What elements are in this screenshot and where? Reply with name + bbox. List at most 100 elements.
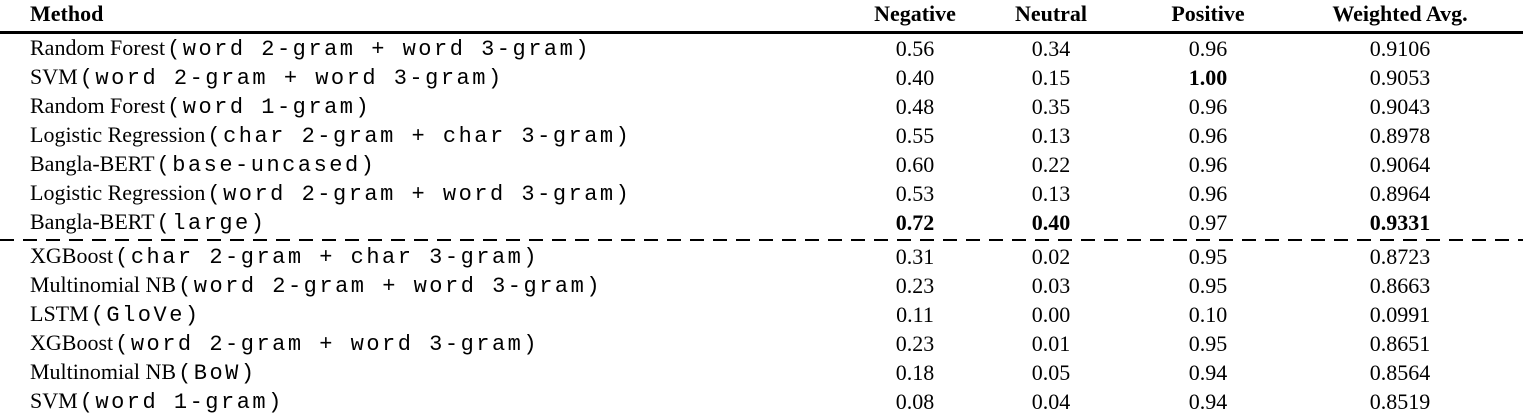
- cell-positive: 0.94: [1188, 360, 1228, 385]
- section-divider-row: [0, 237, 1523, 242]
- table-row: SVM(word 1-gram) 0.08 0.04 0.94 0.8519: [0, 387, 1523, 416]
- method-name: XGBoost: [30, 330, 114, 355]
- cell-positive: 0.96: [1188, 152, 1228, 177]
- cell-neutral: 0.02: [1031, 244, 1071, 269]
- cell-neutral: 0.05: [1031, 360, 1071, 385]
- method-spec: (char 2-gram + char 3-gram): [207, 124, 632, 149]
- cell-weighted-avg: 0.0991: [1369, 302, 1431, 327]
- cell-neutral: 0.13: [1031, 123, 1071, 148]
- table-header: Method Negative Neutral Positive Weighte…: [0, 0, 1523, 34]
- method-spec: (large): [156, 211, 267, 236]
- cell-neutral: 0.22: [1031, 152, 1071, 177]
- cell-negative: 0.56: [895, 36, 935, 61]
- cell-method: XGBoost(word 2-gram + word 3-gram): [0, 329, 867, 358]
- method-spec: (word 1-gram): [167, 95, 372, 120]
- cell-negative: 0.53: [895, 181, 935, 206]
- cell-negative: 0.08: [895, 389, 935, 414]
- cell-method: Bangla-BERT(large): [0, 208, 867, 237]
- cell-weighted-avg: 0.9106: [1369, 36, 1431, 61]
- method-spec: (GloVe): [90, 303, 201, 328]
- cell-negative: 0.18: [895, 360, 935, 385]
- cell-negative: 0.60: [895, 152, 935, 177]
- cell-weighted-avg: 0.9043: [1369, 94, 1431, 119]
- cell-negative: 0.48: [895, 94, 935, 119]
- method-name: Multinomial NB: [30, 272, 177, 297]
- cell-method: SVM(word 2-gram + word 3-gram): [0, 63, 867, 92]
- cell-method: XGBoost(char 2-gram + char 3-gram): [0, 242, 867, 271]
- method-name: XGBoost: [30, 243, 114, 268]
- table-row: XGBoost(char 2-gram + char 3-gram) 0.31 …: [0, 242, 1523, 271]
- table-row: Multinomial NB(word 2-gram + word 3-gram…: [0, 271, 1523, 300]
- method-spec: (word 2-gram + word 3-gram): [115, 332, 540, 357]
- method-name: Bangla-BERT: [30, 209, 155, 234]
- cell-negative: 0.11: [896, 302, 934, 327]
- cell-negative: 0.23: [895, 273, 935, 298]
- cell-negative: 0.55: [895, 123, 935, 148]
- table-row: Logistic Regression(char 2-gram + char 3…: [0, 121, 1523, 150]
- column-header-neutral: Neutral: [963, 0, 1139, 34]
- cell-positive: 0.96: [1188, 36, 1228, 61]
- column-header-negative: Negative: [867, 0, 963, 34]
- cell-method: Multinomial NB(word 2-gram + word 3-gram…: [0, 271, 867, 300]
- table-row: Multinomial NB(BoW) 0.18 0.05 0.94 0.856…: [0, 358, 1523, 387]
- cell-positive: 0.95: [1188, 331, 1228, 356]
- column-header-positive: Positive: [1139, 0, 1277, 34]
- cell-positive: 0.97: [1188, 210, 1228, 235]
- header-row: Method Negative Neutral Positive Weighte…: [0, 0, 1523, 34]
- column-header-method: Method: [0, 0, 867, 34]
- cell-method: Random Forest(word 1-gram): [0, 92, 867, 121]
- table-row: Random Forest(word 2-gram + word 3-gram)…: [0, 33, 1523, 64]
- method-spec: (base-uncased): [156, 153, 377, 178]
- cell-weighted-avg: 0.8723: [1369, 244, 1431, 269]
- method-name: LSTM: [30, 301, 89, 326]
- cell-weighted-avg: 0.9053: [1369, 65, 1431, 90]
- cell-weighted-avg: 0.9331: [1369, 210, 1431, 235]
- method-spec: (word 2-gram + word 3-gram): [79, 66, 504, 91]
- cell-neutral: 0.00: [1031, 302, 1071, 327]
- method-spec: (BoW): [178, 361, 257, 386]
- cell-negative: 0.31: [895, 244, 935, 269]
- cell-neutral: 0.15: [1031, 65, 1071, 90]
- cell-method: Multinomial NB(BoW): [0, 358, 867, 387]
- dashed-divider: [0, 237, 1523, 242]
- cell-positive: 0.95: [1188, 244, 1228, 269]
- cell-positive: 0.96: [1188, 123, 1228, 148]
- cell-method: Logistic Regression(char 2-gram + char 3…: [0, 121, 867, 150]
- method-name: Bangla-BERT: [30, 151, 155, 176]
- cell-negative: 0.72: [895, 210, 935, 235]
- cell-neutral: 0.13: [1031, 181, 1071, 206]
- cell-weighted-avg: 0.9064: [1369, 152, 1431, 177]
- dashed-line: [0, 238, 1523, 241]
- method-name: Logistic Regression: [30, 122, 206, 147]
- cell-positive: 0.96: [1188, 181, 1228, 206]
- method-name: SVM: [30, 64, 78, 89]
- cell-method: LSTM(GloVe): [0, 300, 867, 329]
- cell-method: Random Forest(word 2-gram + word 3-gram): [0, 33, 867, 64]
- method-spec: (word 2-gram + word 3-gram): [167, 37, 592, 62]
- method-name: SVM: [30, 388, 78, 413]
- table-row: Bangla-BERT(large) 0.72 0.40 0.97 0.9331: [0, 208, 1523, 237]
- table-row: LSTM(GloVe) 0.11 0.00 0.10 0.0991: [0, 300, 1523, 329]
- cell-weighted-avg: 0.8651: [1369, 331, 1431, 356]
- cell-weighted-avg: 0.8564: [1369, 360, 1431, 385]
- method-name: Multinomial NB: [30, 359, 177, 384]
- cell-positive: 0.96: [1188, 94, 1228, 119]
- cell-weighted-avg: 0.8964: [1369, 181, 1431, 206]
- cell-weighted-avg: 0.8663: [1369, 273, 1431, 298]
- cell-negative: 0.23: [895, 331, 935, 356]
- cell-method: Logistic Regression(word 2-gram + word 3…: [0, 179, 867, 208]
- cell-neutral: 0.01: [1031, 331, 1071, 356]
- column-header-weighted-avg: Weighted Avg.: [1277, 0, 1523, 34]
- table-row: Random Forest(word 1-gram) 0.48 0.35 0.9…: [0, 92, 1523, 121]
- method-spec: (word 1-gram): [79, 390, 284, 415]
- cell-neutral: 0.04: [1031, 389, 1071, 414]
- cell-method: Bangla-BERT(base-uncased): [0, 150, 867, 179]
- cell-positive: 1.00: [1188, 65, 1228, 90]
- cell-neutral: 0.40: [1031, 210, 1071, 235]
- cell-neutral: 0.35: [1031, 94, 1071, 119]
- table-row: Logistic Regression(word 2-gram + word 3…: [0, 179, 1523, 208]
- method-name: Random Forest: [30, 35, 166, 60]
- table-row: Bangla-BERT(base-uncased) 0.60 0.22 0.96…: [0, 150, 1523, 179]
